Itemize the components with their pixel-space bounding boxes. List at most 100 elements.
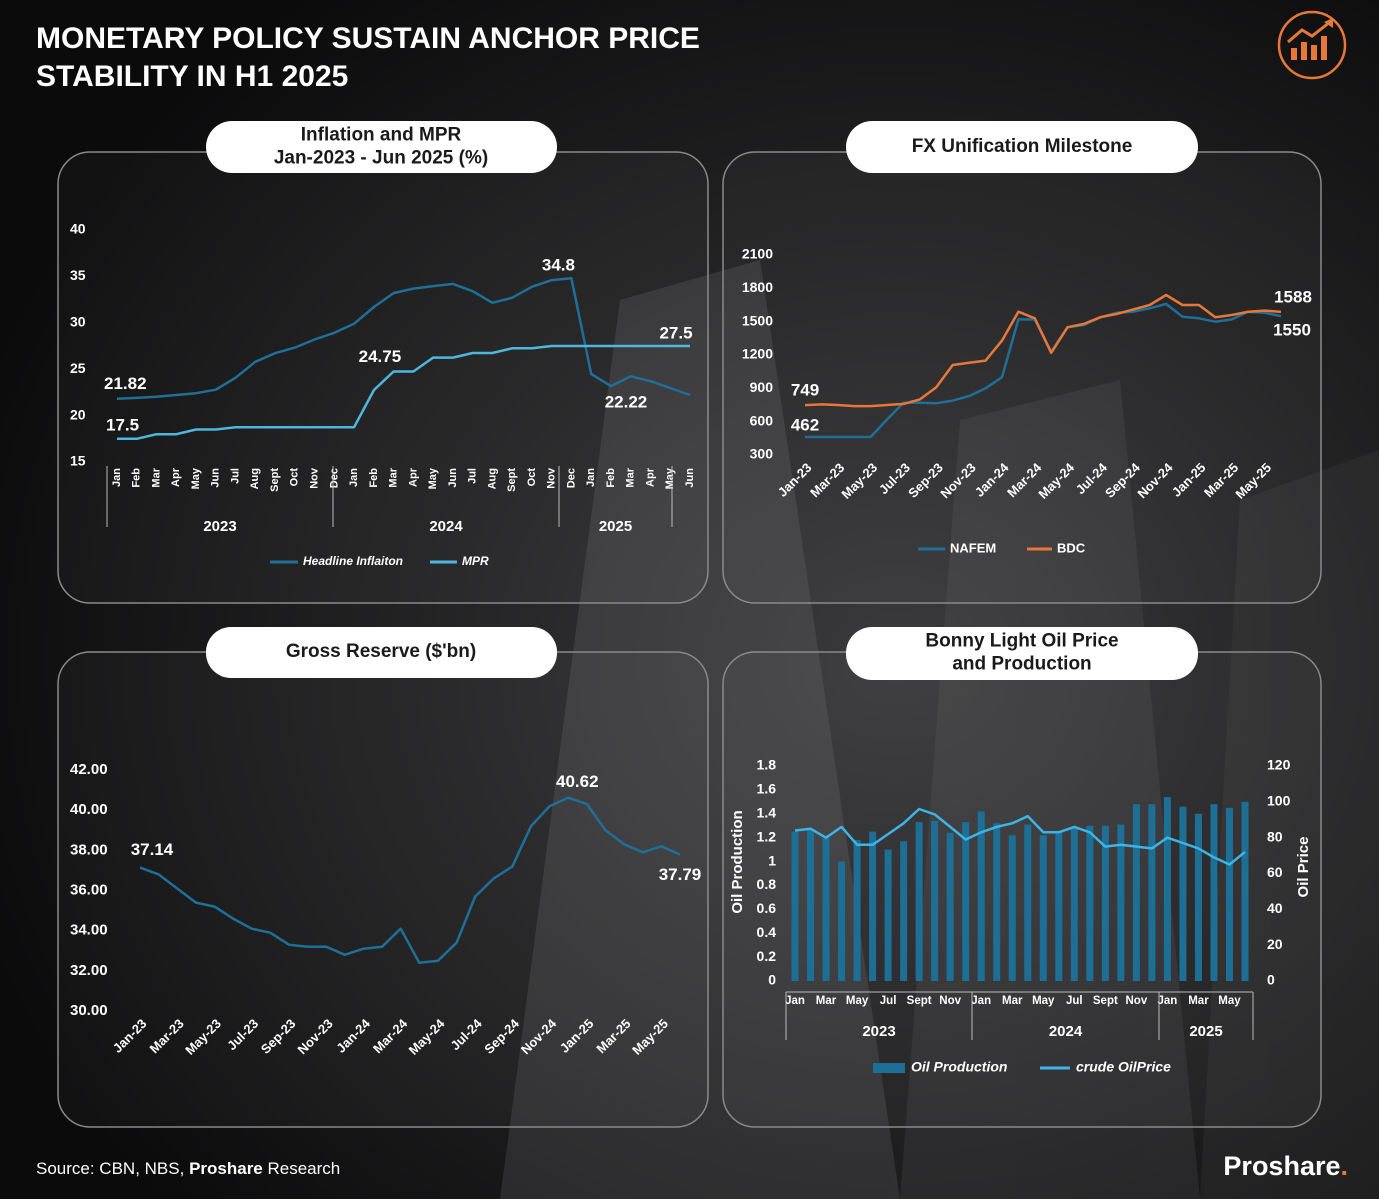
x-tick-label: Aug	[249, 468, 261, 489]
bar	[1194, 813, 1202, 981]
y-tick-label: 0.4	[757, 924, 777, 940]
bar	[869, 831, 877, 981]
y2-tick-label: 60	[1267, 864, 1283, 880]
x-tick-label: Nov	[546, 467, 558, 489]
y-tick-label: 0.8	[757, 876, 777, 892]
x-tick-label: Sept	[1093, 995, 1118, 1007]
bar	[1210, 804, 1218, 981]
building-silhouette	[500, 260, 1379, 1199]
data-label: 1588	[1274, 287, 1312, 306]
chart-title: and Production	[952, 654, 1091, 675]
x-tick-label: Apr	[407, 467, 419, 487]
y-tick-label: 0.2	[757, 948, 777, 964]
x-tick-label: May	[427, 467, 439, 489]
y-tick-label: 30	[70, 314, 86, 330]
bar	[853, 840, 861, 981]
x-tick-label: Jan	[1157, 995, 1177, 1007]
x-tick-label: Apr	[644, 467, 656, 487]
y-tick-label: 38.00	[70, 841, 108, 858]
bar	[1163, 797, 1171, 981]
y-tick-label: 25	[70, 360, 86, 376]
y-tick-label: 1.2	[757, 828, 777, 844]
y-tick-label: 1800	[742, 279, 773, 295]
legend-label: Headline Inflaiton	[303, 554, 403, 568]
data-label: 21.82	[104, 374, 147, 393]
y2-tick-label: 100	[1267, 793, 1291, 809]
x-tick-label: Mar	[816, 995, 837, 1007]
x-tick-label: Oct	[289, 468, 301, 487]
bar	[915, 822, 923, 981]
bar	[977, 811, 985, 981]
bar	[931, 820, 939, 981]
x-tick-label: Jan	[585, 468, 597, 487]
bar	[838, 861, 846, 981]
y-tick-label: 15	[70, 453, 86, 469]
panel	[57, 151, 709, 604]
y-tick-label: 34.00	[70, 922, 108, 939]
x-tick-label: Apr	[170, 467, 182, 487]
y-tick-label: 1200	[742, 346, 773, 362]
x-tick-label: Jan	[785, 995, 805, 1007]
line	[139, 796, 681, 965]
legend-label: BDC	[1057, 540, 1086, 555]
x-tick-label: Jul	[229, 468, 241, 484]
chart-title: Bonny Light Oil Price	[925, 631, 1118, 652]
source-text: Research	[263, 1159, 340, 1178]
x-tick-label: Jan	[348, 468, 360, 487]
brand: Proshare.	[1223, 1151, 1348, 1181]
bar	[1148, 804, 1156, 981]
data-label: 34.8	[542, 256, 575, 275]
bar	[1055, 831, 1063, 981]
bar	[1039, 835, 1047, 981]
data-label: 24.75	[359, 347, 402, 366]
title-pill	[846, 121, 1198, 173]
chart-title: Jan-2023 - Jun 2025 (%)	[274, 148, 488, 169]
bar	[1086, 825, 1094, 981]
x-tick-label: Mar	[1188, 995, 1209, 1007]
group-label: 2023	[862, 1023, 895, 1040]
x-tick-label: May	[1218, 995, 1241, 1007]
y2-tick-label: 120	[1267, 757, 1291, 773]
y-tick-label: 1	[768, 852, 776, 868]
y-tick-label: 600	[750, 412, 774, 428]
group-label: 2023	[203, 518, 236, 535]
legend-label: NAFEM	[950, 540, 996, 555]
line	[117, 344, 690, 441]
bar	[1117, 824, 1125, 981]
y-tick-label: 300	[750, 446, 774, 462]
x-tick-label: Sept	[506, 468, 518, 492]
x-tick-label: Feb	[605, 468, 617, 488]
x-tick-label: Feb	[131, 468, 143, 488]
title-pill	[206, 121, 557, 173]
data-label: 37.14	[131, 840, 174, 859]
x-tick-label: May	[1032, 995, 1055, 1007]
x-tick-label: Nov	[308, 467, 320, 489]
group-label: 2024	[429, 518, 463, 535]
group-label: 2024	[1049, 1023, 1083, 1040]
group-label: 2025	[599, 518, 632, 535]
bar	[1179, 806, 1187, 981]
brand-dot: .	[1340, 1151, 1348, 1181]
x-tick-label: May	[190, 467, 202, 489]
data-label: 462	[791, 415, 819, 434]
line	[794, 807, 1246, 866]
bar	[1070, 828, 1078, 981]
x-tick-label: Aug	[486, 468, 498, 489]
legend-label: Oil Production	[911, 1059, 1007, 1075]
source-brand: Proshare	[189, 1159, 263, 1178]
x-tick-label: Oct	[526, 468, 538, 487]
title-line: MONETARY POLICY SUSTAIN ANCHOR PRICE	[36, 22, 700, 55]
legend-label: MPR	[462, 554, 489, 568]
bar	[884, 849, 892, 981]
x-tick-label: Jan	[971, 995, 991, 1007]
y2-tick-label: 0	[1267, 972, 1275, 988]
x-tick-label: Sept	[907, 995, 932, 1007]
x-tick-label: Jul	[467, 468, 479, 484]
bar	[807, 829, 815, 981]
x-tick-label: Dec	[328, 468, 340, 488]
data-label: 40.62	[556, 772, 599, 791]
y-tick-label: 40	[70, 221, 86, 237]
x-tick-label: Mar	[150, 467, 162, 487]
bar	[791, 831, 799, 981]
